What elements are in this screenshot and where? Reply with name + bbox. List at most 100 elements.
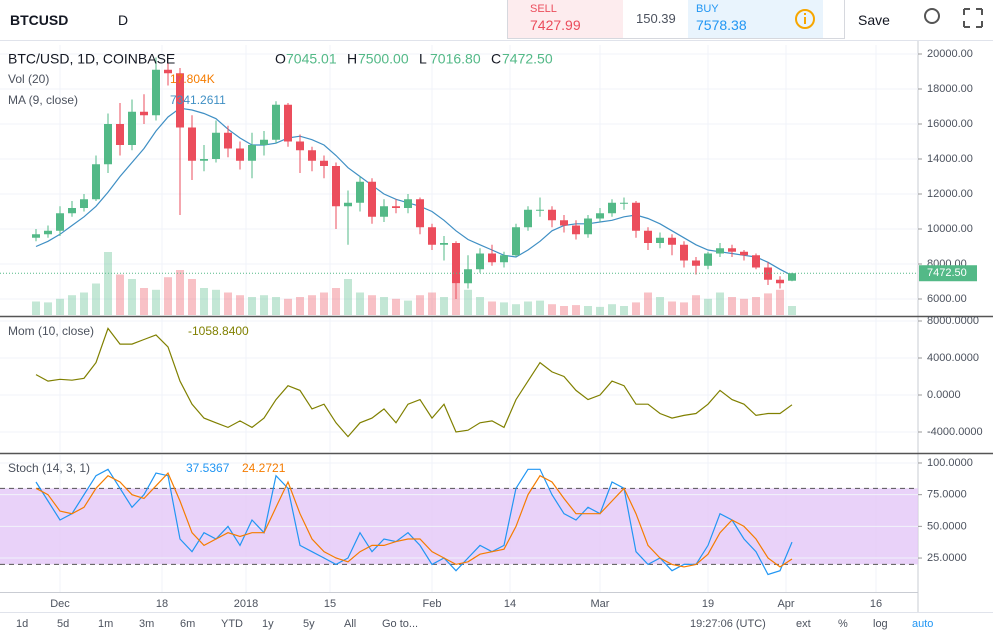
- candle-body: [308, 150, 316, 161]
- candle-body: [788, 273, 796, 281]
- ohlc-key: O: [275, 51, 286, 67]
- toolbar-icons[interactable]: [920, 5, 990, 33]
- y-tick-label: 25.0000: [927, 552, 967, 564]
- x-tick-label: Mar: [591, 598, 610, 610]
- candle-body: [152, 69, 160, 116]
- last-price-tag: [919, 265, 977, 282]
- range-button[interactable]: 1m: [98, 618, 114, 630]
- range-button[interactable]: 1y: [262, 618, 274, 630]
- volume-bar: [212, 289, 220, 315]
- candle-body: [248, 144, 256, 161]
- ohlc-value: 7016.80: [430, 51, 481, 67]
- volume-bar: [200, 288, 208, 315]
- momentum-value: -1058.8400: [188, 324, 249, 338]
- range-button[interactable]: 5d: [57, 618, 70, 630]
- volume-bar: [488, 301, 496, 315]
- range-button[interactable]: 1d: [16, 618, 29, 630]
- buy-label: BUY: [696, 3, 719, 15]
- volume-bar: [536, 300, 544, 315]
- candle-body: [620, 202, 628, 204]
- volume-bar: [716, 292, 724, 315]
- volume-bar: [368, 295, 376, 315]
- range-button[interactable]: YTD: [221, 618, 243, 630]
- volume-bar: [764, 293, 772, 315]
- volume-bar: [452, 283, 460, 315]
- candle-body: [356, 181, 364, 203]
- volume-bar: [140, 288, 148, 315]
- volume-bar: [248, 297, 256, 315]
- volume-bar: [284, 298, 292, 315]
- candle-body: [164, 69, 172, 74]
- candle-body: [140, 111, 148, 116]
- buy-box[interactable]: BUY 7578.38: [688, 0, 823, 38]
- volume-bar: [704, 298, 712, 315]
- volume-bar: [632, 302, 640, 315]
- candle-body: [416, 199, 424, 228]
- price-axis: [918, 40, 993, 612]
- info-icon[interactable]: [790, 6, 820, 36]
- ma-legend: MA (9, close): [8, 93, 78, 107]
- ohlc-key: H: [347, 51, 357, 67]
- candle-body: [368, 181, 376, 217]
- volume-bar: [644, 292, 652, 315]
- volume-bar: [680, 302, 688, 315]
- range-button[interactable]: 6m: [180, 618, 196, 630]
- candle-body: [752, 255, 760, 268]
- option-button[interactable]: log: [873, 618, 888, 630]
- ma-line: [35, 107, 793, 277]
- candle-body: [680, 244, 688, 261]
- y-tick-label: -4000.0000: [927, 426, 983, 438]
- x-tick-label: Apr: [777, 598, 794, 610]
- ohlc-key: L: [419, 51, 427, 67]
- save-button[interactable]: Save: [858, 12, 890, 28]
- interval[interactable]: D: [118, 12, 129, 28]
- candle-body: [404, 199, 412, 209]
- volume-bar: [176, 270, 184, 315]
- y-tick-label: 12000.00: [927, 188, 973, 200]
- y-tick-label: 8000.0000: [927, 315, 979, 327]
- volume-bar: [380, 297, 388, 315]
- candle-body: [728, 248, 736, 252]
- candle-body: [704, 253, 712, 266]
- sell-box[interactable]: SELL 7427.99: [508, 0, 623, 38]
- option-button[interactable]: auto: [912, 618, 934, 630]
- candle-body: [320, 160, 328, 166]
- volume-bar: [596, 306, 604, 315]
- volume-bar: [404, 300, 412, 315]
- candle-body: [260, 139, 268, 145]
- candle-body: [644, 230, 652, 244]
- volume-bar: [296, 297, 304, 315]
- y-tick-label: 6000.00: [927, 293, 967, 305]
- option-button[interactable]: ext: [796, 618, 811, 630]
- ohlc-value: 7045.01: [286, 51, 337, 67]
- range-button[interactable]: All: [344, 618, 357, 630]
- candle-body: [392, 206, 400, 209]
- x-tick-label: 2018: [234, 598, 258, 610]
- volume-bar: [620, 306, 628, 315]
- candle-body: [548, 209, 556, 221]
- chart-title: BTC/USD, 1D, COINBASE: [8, 51, 175, 67]
- volume-bar: [56, 298, 64, 315]
- range-button[interactable]: 5y: [303, 618, 315, 630]
- candle-body: [572, 225, 580, 235]
- volume-bar: [272, 297, 280, 315]
- volume-bar: [572, 305, 580, 315]
- x-tick-label: 19: [702, 598, 714, 610]
- candle-body: [380, 206, 388, 217]
- candle-body: [476, 253, 484, 270]
- volume-bar: [188, 279, 196, 315]
- candle-body: [32, 234, 40, 238]
- option-button[interactable]: %: [838, 618, 848, 630]
- top-toolbar: BTCUSD D SELL 7427.99 150.39 BUY 7578.38…: [0, 0, 993, 41]
- volume-bar: [128, 279, 136, 315]
- symbol[interactable]: BTCUSD: [10, 12, 69, 28]
- volume-bar: [524, 301, 532, 315]
- x-tick-label: 16: [870, 598, 882, 610]
- volume-bar: [728, 297, 736, 315]
- x-tick-label: 15: [324, 598, 336, 610]
- goto-button[interactable]: Go to...: [382, 618, 419, 630]
- y-tick-label: 10000.00: [927, 223, 973, 235]
- range-button[interactable]: 3m: [139, 618, 155, 630]
- volume-bar: [224, 292, 232, 315]
